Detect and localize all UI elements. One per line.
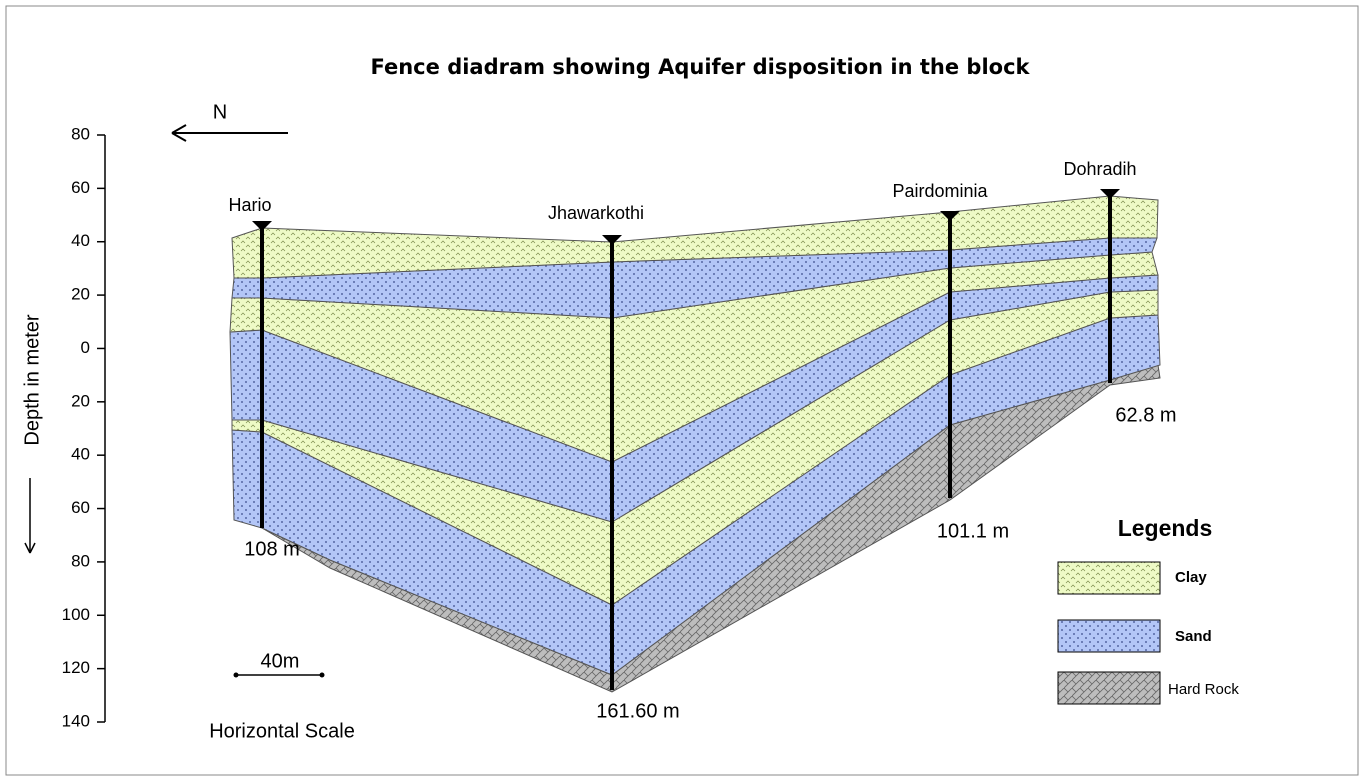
- legend-title: Legends: [1118, 515, 1213, 541]
- borehole-name: Hario: [228, 195, 271, 215]
- legend-swatch: [1058, 562, 1160, 594]
- axis-tick-label: 80: [71, 551, 90, 570]
- borehole-depth: 101.1 m: [937, 520, 1009, 542]
- legend-item: Clay: [1175, 569, 1207, 586]
- title: Fence diadram showing Aquifer dispositio…: [371, 55, 1031, 79]
- borehole-depth: 62.8 m: [1115, 404, 1176, 426]
- axis-tick-label: 20: [71, 285, 90, 304]
- borehole-name: Pairdominia: [892, 181, 988, 201]
- axis-tick-label: 20: [71, 391, 90, 410]
- legend-swatch: [1058, 672, 1160, 704]
- scale-length: 40m: [261, 650, 300, 672]
- scale-label: Horizontal Scale: [209, 720, 355, 742]
- diagram: Fence diadram showing Aquifer dispositio…: [0, 0, 1364, 781]
- borehole-name: Jhawarkothi: [548, 203, 644, 223]
- page: {"title": "Fence diadram showing Aquifer…: [0, 0, 1364, 781]
- axis-tick-label: 40: [71, 231, 90, 250]
- legend-swatch: [1058, 620, 1160, 652]
- axis-tick-label: 60: [71, 498, 90, 517]
- axis-tick-label: 140: [62, 711, 90, 730]
- axis-tick-label: 120: [62, 658, 90, 677]
- axis-tick-label: 60: [71, 178, 90, 197]
- axis-tick-label: 100: [62, 605, 90, 624]
- legend-item: Sand: [1175, 628, 1212, 645]
- axis-label: Depth in meter: [21, 314, 43, 446]
- legend-item: Hard Rock: [1168, 681, 1239, 698]
- north-label: N: [213, 101, 227, 123]
- axis-tick-label: 80: [71, 124, 90, 143]
- borehole-depth: 161.60 m: [596, 700, 679, 722]
- borehole-depth: 108 m: [244, 538, 300, 560]
- axis-tick-label: 0: [81, 338, 90, 357]
- axis-tick-label: 40: [71, 445, 90, 464]
- borehole-name: Dohradih: [1063, 159, 1136, 179]
